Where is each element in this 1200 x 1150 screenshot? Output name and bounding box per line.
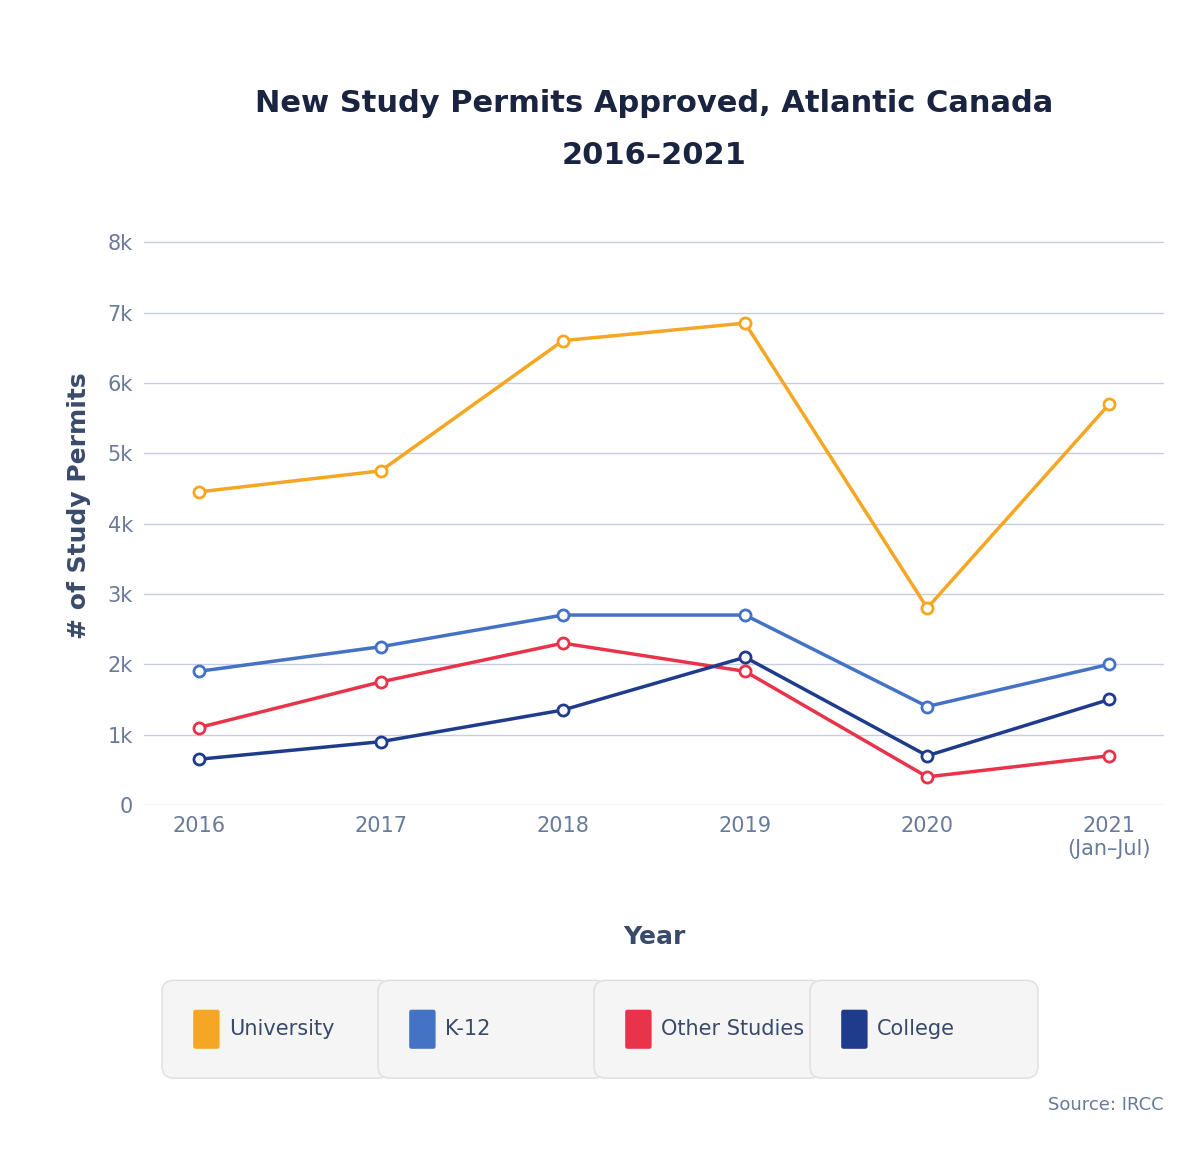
- Y-axis label: # of Study Permits: # of Study Permits: [67, 373, 91, 639]
- Text: 2016–2021: 2016–2021: [562, 140, 746, 170]
- Other Studies: [1102, 749, 1116, 762]
- K-12: [373, 639, 388, 653]
- University: [920, 601, 935, 615]
- K-12: [192, 665, 206, 678]
- K-12: [738, 608, 752, 622]
- College: [1102, 692, 1116, 706]
- University: [556, 334, 570, 347]
- Other Studies: [192, 721, 206, 735]
- College: [920, 749, 935, 762]
- Text: Other Studies: Other Studies: [661, 1019, 804, 1040]
- Line: College: College: [193, 652, 1115, 765]
- University: [1102, 397, 1116, 411]
- University: [738, 316, 752, 330]
- College: [192, 752, 206, 766]
- College: [373, 735, 388, 749]
- Text: University: University: [229, 1019, 335, 1040]
- K-12: [556, 608, 570, 622]
- K-12: [920, 699, 935, 713]
- Text: College: College: [877, 1019, 955, 1040]
- Line: Other Studies: Other Studies: [193, 637, 1115, 782]
- Text: K-12: K-12: [445, 1019, 491, 1040]
- Text: Year: Year: [623, 926, 685, 949]
- K-12: [1102, 658, 1116, 672]
- Line: University: University: [193, 317, 1115, 614]
- University: [192, 485, 206, 499]
- College: [556, 703, 570, 716]
- University: [373, 463, 388, 477]
- Other Studies: [738, 665, 752, 678]
- Other Studies: [373, 675, 388, 689]
- Text: New Study Permits Approved, Atlantic Canada: New Study Permits Approved, Atlantic Can…: [254, 89, 1054, 118]
- Line: K-12: K-12: [193, 610, 1115, 712]
- Text: Source: IRCC: Source: IRCC: [1049, 1096, 1164, 1113]
- Other Studies: [920, 770, 935, 784]
- Other Studies: [556, 636, 570, 650]
- College: [738, 651, 752, 665]
